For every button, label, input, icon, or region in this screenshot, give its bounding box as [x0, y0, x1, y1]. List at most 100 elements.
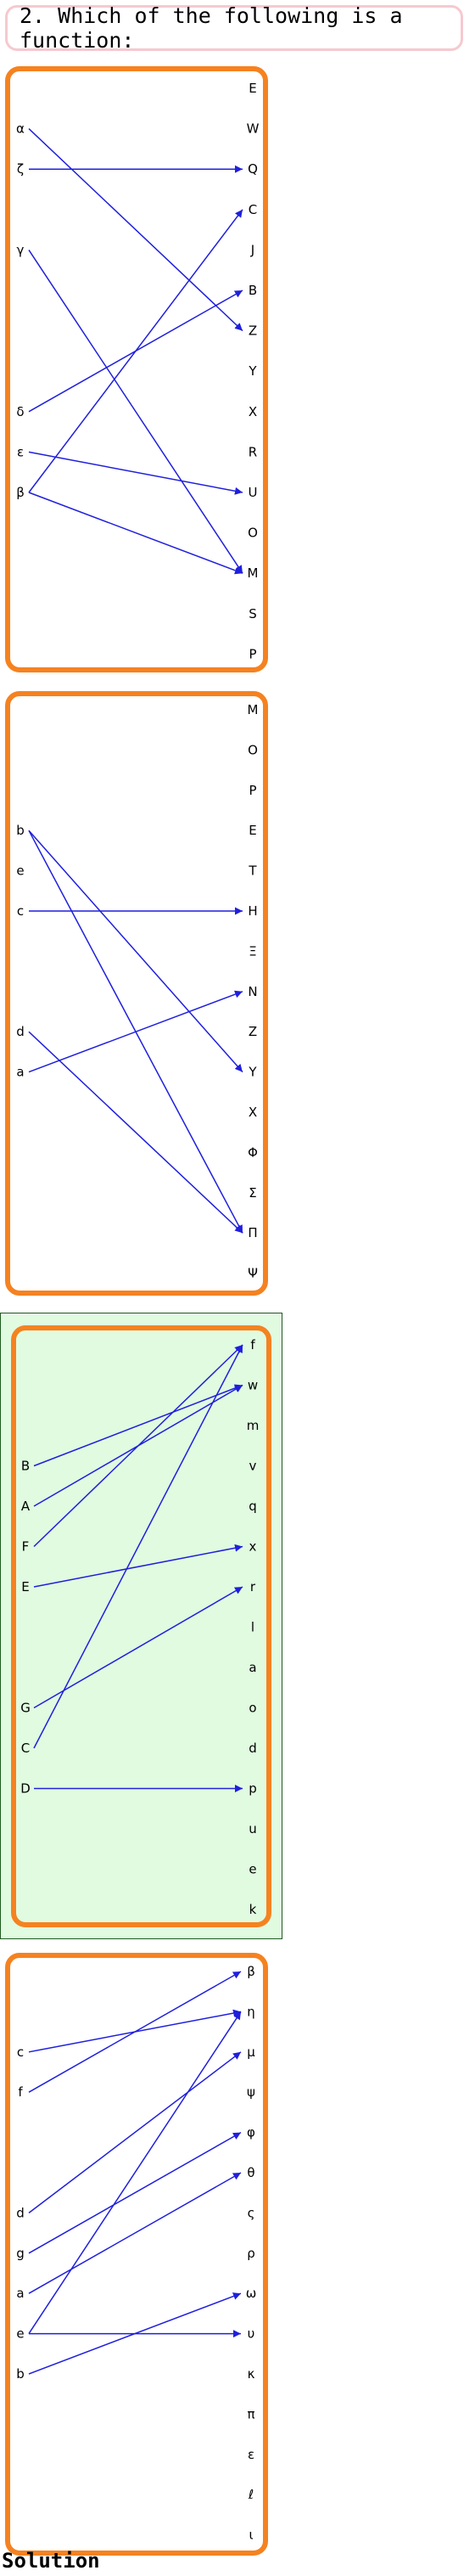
mapping-arrow [33, 1384, 243, 1467]
mapping-arrow [28, 2011, 242, 2335]
correct-answer-highlight [0, 1313, 282, 1939]
codomain-label: l [251, 1620, 254, 1635]
codomain-label: Y [248, 363, 257, 379]
codomain-label: v [249, 1459, 257, 1474]
domain-label: D [20, 1781, 31, 1797]
mapping-arrow [33, 1344, 243, 1749]
codomain-label: Φ [248, 1145, 258, 1160]
domain-label: A [21, 1499, 31, 1514]
domain-label: a [16, 1065, 24, 1080]
mapping-arrow [28, 451, 243, 495]
codomain-label: r [250, 1579, 256, 1595]
mapping-arrow [28, 2292, 242, 2375]
codomain-label: R [249, 444, 257, 459]
domain-label: α [16, 121, 25, 137]
mapping-arrow [28, 830, 243, 1073]
codomain-label: ℓ [248, 2487, 254, 2502]
codomain-label: M [248, 702, 259, 717]
codomain-label: ι [249, 2528, 253, 2543]
codomain-label: J [250, 242, 254, 257]
domain-label: ζ [17, 161, 24, 177]
domain-label: f [18, 2084, 23, 2100]
codomain-label: U [249, 485, 258, 500]
mapping-arrow [33, 1586, 243, 1709]
codomain-label: q [249, 1499, 257, 1514]
codomain-label: Π [248, 1225, 257, 1240]
codomain-label: υ [248, 2326, 255, 2342]
codomain-label: ω [246, 2286, 257, 2301]
codomain-label: Y [248, 1065, 257, 1080]
mapping-diagram: b e c d a M O P E T H Ξ N Z Y X Φ Σ Π Ψ [16, 702, 259, 1281]
codomain-label: p [249, 1781, 257, 1797]
answer-option-4[interactable]: c f d g a e b β η μ ψ φ θ ς ρ ω υ κ π ε ℓ ι [5, 1953, 268, 2556]
mapping-diagram: α ζ γ δ ε β E W Q C J B Z Y X R U O M S P [16, 81, 260, 661]
codomain-label: H [248, 903, 257, 919]
codomain-label: T [248, 863, 257, 879]
codomain-label: Σ [249, 1185, 256, 1201]
solution-heading: Solution [2, 2549, 100, 2573]
mapping-arrow [28, 1971, 242, 2093]
mapping-diagram: c f d g a e b β η μ ψ φ θ ς ρ ω υ κ π ε ℓ ι [16, 1964, 257, 2543]
mapping-arrow [28, 2172, 242, 2294]
domain-label: e [16, 2326, 24, 2342]
domain-label: e [16, 863, 24, 879]
domain-label: β [16, 485, 25, 500]
domain-label: a [16, 2286, 24, 2301]
codomain-label: w [248, 1378, 258, 1393]
domain-label: γ [17, 242, 25, 257]
codomain-label: Ξ [249, 943, 256, 959]
codomain-label: ε [248, 2447, 254, 2462]
codomain-label: B [249, 283, 257, 298]
codomain-label: m [247, 1418, 260, 1433]
codomain-label: β [247, 1964, 255, 1979]
codomain-label: μ [247, 2044, 255, 2060]
codomain-label: C [249, 202, 257, 217]
codomain-label: O [248, 742, 258, 757]
mapping-arrow [33, 1544, 243, 1588]
codomain-label: M [248, 565, 259, 581]
codomain-label: E [249, 823, 256, 838]
codomain-label: P [249, 646, 256, 661]
question-box: 2. Which of the following is a function: [5, 3, 463, 53]
mapping-arrow [28, 1031, 243, 1234]
domain-label: δ [16, 404, 24, 419]
codomain-label: ψ [247, 2084, 255, 2100]
codomain-label: o [249, 1701, 256, 1716]
codomain-label: f [250, 1337, 255, 1353]
mapping-arrow [28, 492, 243, 575]
domain-label: c [17, 903, 24, 919]
domain-label: E [21, 1579, 29, 1595]
codomain-label: k [249, 1902, 257, 1917]
mapping-arrow [33, 1344, 243, 1548]
domain-label: d [16, 2205, 25, 2220]
answer-option-1[interactable]: α ζ γ δ ε β E W Q C J B Z Y X R U O M S P [5, 66, 268, 672]
codomain-label: a [249, 1660, 256, 1675]
domain-label: c [17, 2044, 24, 2060]
mapping-arrow [28, 249, 243, 574]
codomain-label: X [249, 1105, 257, 1120]
domain-label: d [16, 1024, 25, 1039]
codomain-label: φ [247, 2125, 255, 2140]
mapping-arrow [28, 2051, 242, 2213]
codomain-label: θ [247, 2165, 254, 2180]
domain-label: C [21, 1741, 30, 1756]
domain-label: g [16, 2246, 25, 2261]
codomain-label: κ [248, 2366, 255, 2382]
codomain-label: ρ [247, 2246, 255, 2261]
domain-label: ε [17, 444, 24, 459]
mapping-arrow [28, 2131, 242, 2254]
domain-label: G [20, 1701, 31, 1716]
answer-option-2[interactable]: b e c d a M O P E T H Ξ N Z Y X Φ Σ Π Ψ [5, 691, 268, 1296]
question-text: 2. Which of the following is a function: [20, 3, 403, 53]
codomain-label: d [249, 1741, 257, 1756]
codomain-label: x [249, 1539, 257, 1555]
codomain-label: O [248, 526, 258, 541]
mapping-arrow [28, 209, 243, 493]
codomain-label: π [247, 2406, 254, 2421]
domain-label: B [21, 1459, 30, 1474]
domain-label: b [16, 2366, 25, 2382]
codomain-label: Q [248, 161, 258, 177]
mapping-diagram: B A F E G C Df w m v q x r l a o d p u e k [20, 1337, 260, 1917]
codomain-label: η [247, 2004, 255, 2019]
